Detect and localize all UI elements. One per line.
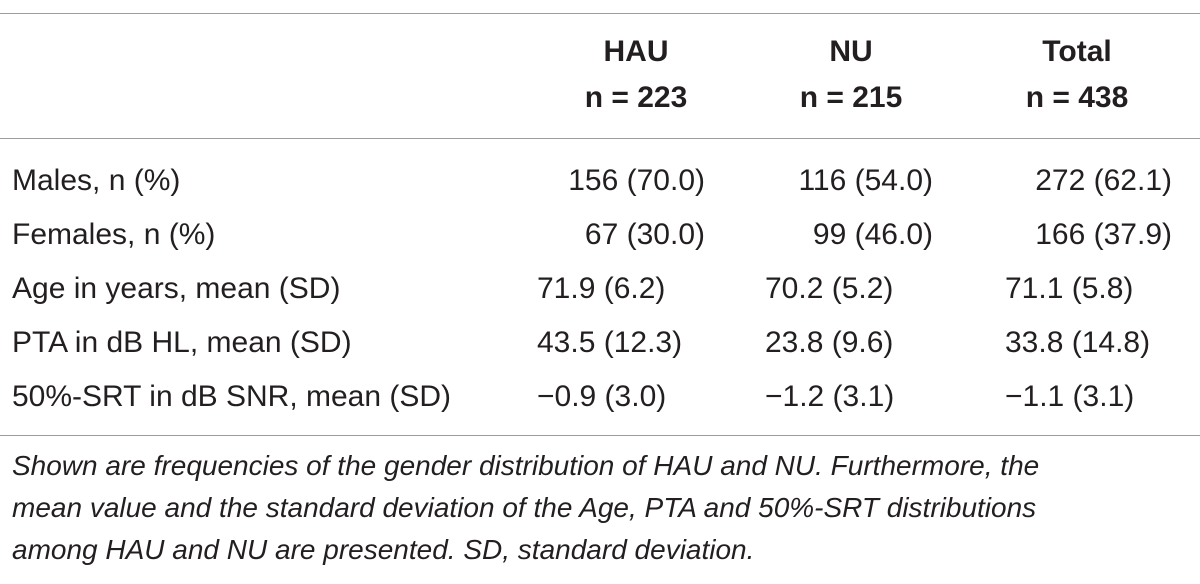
footnote-line: mean value and the standard deviation of… [12, 492, 1037, 523]
header-rule [0, 138, 1200, 139]
table-cell: 70.2 (5.2) [765, 272, 894, 305]
table-cell: 67 (30.0) [584, 218, 705, 251]
column-n: n = 223 [584, 81, 688, 114]
row-label: 50%-SRT in dB SNR, mean (SD) [12, 380, 452, 413]
column-header: Total [1042, 35, 1112, 68]
table-cell: 71.9 (6.2) [537, 272, 666, 305]
row-label: PTA in dB HL, mean (SD) [12, 326, 352, 359]
table-cell: −0.9 (3.0) [537, 380, 667, 413]
column-n: n = 215 [799, 81, 903, 114]
table-cell: −1.2 (3.1) [765, 380, 895, 413]
bottom-rule [0, 435, 1200, 436]
table-cell: 156 (70.0) [568, 164, 705, 197]
table-cell: 166 (37.9) [1035, 218, 1172, 251]
table-cell: 43.5 (12.3) [537, 326, 683, 359]
top-rule [0, 13, 1200, 14]
row-label: Females, n (%) [12, 218, 216, 251]
column-n: n = 438 [1025, 81, 1129, 114]
table-cell: 71.1 (5.8) [1005, 272, 1134, 305]
row-label: Age in years, mean (SD) [12, 272, 341, 305]
table-cell: 33.8 (14.8) [1005, 326, 1151, 359]
column-header: HAU [603, 35, 669, 68]
table-cell: −1.1 (3.1) [1005, 380, 1135, 413]
table-cell: 99 (46.0) [812, 218, 933, 251]
table-cell: 116 (54.0) [798, 164, 933, 197]
column-header: NU [829, 35, 873, 68]
row-label: Males, n (%) [12, 164, 181, 197]
table-cell: 272 (62.1) [1035, 164, 1172, 197]
table-cell: 23.8 (9.6) [765, 326, 894, 359]
footnote-line: Shown are frequencies of the gender dist… [12, 450, 1040, 481]
footnote-line: among HAU and NU are presented. SD, stan… [12, 534, 755, 565]
